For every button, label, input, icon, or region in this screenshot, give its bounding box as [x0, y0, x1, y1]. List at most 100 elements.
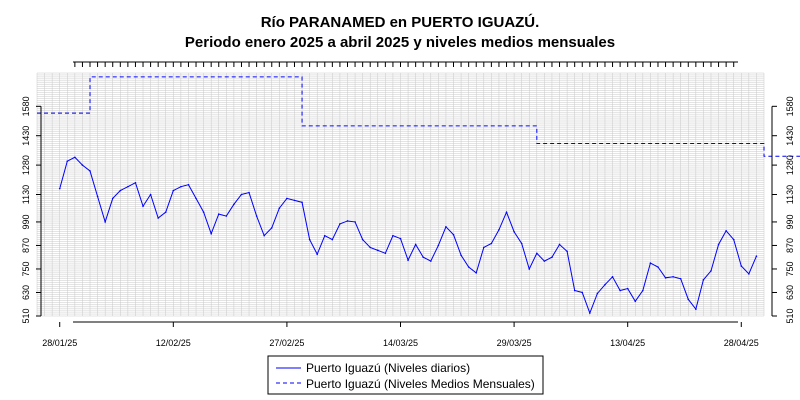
- data-point: [240, 193, 243, 196]
- data-point: [490, 242, 493, 245]
- series-monthly-mean-levels: [37, 76, 800, 157]
- data-point: [172, 189, 175, 192]
- data-point: [301, 201, 303, 204]
- data-point: [270, 227, 273, 229]
- data-point: [619, 289, 621, 292]
- data-point: [528, 268, 531, 270]
- x-tick-label: 28/04/25: [724, 338, 759, 348]
- legend: Puerto Iguazú (Niveles diarios) Puerto I…: [267, 355, 544, 395]
- data-point: [384, 252, 387, 255]
- data-point: [657, 266, 659, 268]
- legend-box: [267, 355, 544, 395]
- data-point: [687, 298, 690, 301]
- data-point: [679, 277, 682, 280]
- data-point: [437, 244, 440, 247]
- data-point: [460, 254, 462, 257]
- data-point: [89, 170, 91, 172]
- data-point: [498, 228, 500, 231]
- monthly-mean-line: [37, 76, 800, 157]
- data-point: [483, 246, 485, 249]
- y-tick-label-right: 750: [785, 261, 795, 276]
- data-point: [748, 273, 750, 275]
- data-point: [308, 238, 311, 241]
- y-tick-label-left: 1130: [21, 185, 31, 204]
- data-point: [376, 249, 379, 252]
- y-tick-label-right: 510: [785, 308, 795, 323]
- x-axis: 28/01/25 12/02/25 27/02/25 14/03/25 29/03/25…: [42, 322, 759, 348]
- data-point: [520, 242, 523, 245]
- data-point: [346, 220, 349, 222]
- x-tick-label: 28/01/25: [42, 338, 77, 348]
- data-point: [74, 156, 76, 159]
- chart-title: Río PARANAMED en PUERTO IGUAZÚ.: [261, 13, 540, 31]
- data-point: [331, 238, 334, 241]
- y-tick-label-left: 1280: [21, 155, 31, 175]
- x-tick-label: 13/04/25: [610, 338, 645, 348]
- y-axis-left: 510 630 750 870 990 1130 1280 1430 1580: [21, 96, 41, 324]
- data-point: [369, 246, 372, 249]
- data-point: [755, 255, 758, 258]
- data-point: [210, 232, 212, 235]
- y-tick-label-right: 1280: [785, 155, 795, 175]
- data-point: [740, 265, 743, 267]
- y-tick-label-left: 1430: [21, 126, 31, 146]
- data-point: [195, 197, 197, 200]
- data-point: [596, 292, 599, 295]
- data-point: [187, 183, 190, 186]
- y-tick-label-left: 990: [21, 214, 31, 229]
- x-tick-label: 29/03/25: [497, 338, 532, 348]
- data-point: [339, 223, 341, 225]
- data-point: [452, 233, 455, 236]
- data-point: [111, 197, 114, 200]
- data-point: [81, 164, 84, 166]
- data-point: [611, 276, 614, 278]
- data-point: [414, 243, 417, 246]
- data-point: [293, 199, 296, 202]
- data-point: [710, 270, 712, 272]
- y-tick-label-left: 630: [21, 285, 31, 300]
- data-point: [642, 289, 644, 292]
- data-point: [180, 185, 182, 188]
- axes: [40, 61, 773, 323]
- data-point: [127, 185, 129, 188]
- data-point: [604, 283, 606, 286]
- data-point: [732, 238, 735, 241]
- data-point: [392, 234, 394, 237]
- data-point: [649, 262, 652, 264]
- data-point: [536, 252, 538, 255]
- data-point: [202, 211, 205, 213]
- data-point: [217, 213, 220, 215]
- x-tick-label: 14/03/25: [383, 338, 418, 348]
- data-point: [475, 272, 478, 274]
- data-point: [558, 243, 561, 246]
- data-point: [278, 207, 281, 210]
- data-point: [157, 217, 159, 219]
- data-point: [543, 260, 546, 262]
- data-point: [672, 276, 674, 278]
- data-point: [316, 253, 318, 256]
- data-point: [255, 215, 258, 217]
- legend-monthly-label: Puerto Iguazú (Niveles Medios Mensuales): [306, 377, 535, 391]
- data-point: [513, 230, 515, 233]
- y-tick-label-right: 1430: [785, 126, 795, 146]
- y-tick-label-right: 1580: [785, 96, 795, 116]
- data-point: [429, 260, 432, 262]
- y-tick-label-left: 510: [21, 308, 31, 323]
- data-point: [104, 221, 106, 223]
- data-point: [445, 226, 447, 228]
- data-point: [263, 234, 265, 237]
- data-point: [164, 211, 167, 213]
- data-point: [702, 278, 705, 281]
- series-daily-levels: [58, 156, 758, 315]
- data-point: [142, 205, 144, 208]
- data-point: [407, 259, 409, 261]
- data-point: [581, 291, 584, 294]
- y-tick-label-left: 1580: [21, 96, 31, 116]
- data-point: [96, 195, 99, 198]
- data-point: [225, 215, 228, 217]
- data-point: [717, 243, 720, 246]
- y-axis-right: 510 630 750 870 990 1130 1280 1430 1580: [772, 96, 795, 324]
- data-point: [725, 229, 727, 232]
- data-point: [134, 181, 137, 184]
